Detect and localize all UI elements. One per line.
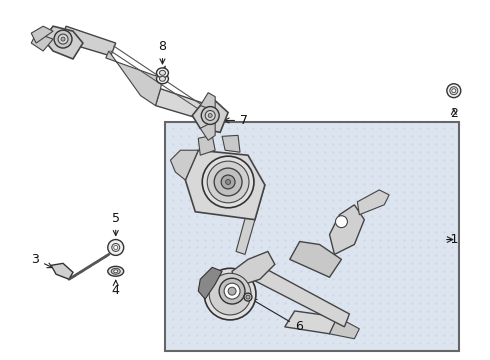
Polygon shape <box>106 51 166 105</box>
Ellipse shape <box>452 89 456 93</box>
Ellipse shape <box>244 293 252 301</box>
Polygon shape <box>185 150 265 220</box>
Polygon shape <box>198 267 222 299</box>
Polygon shape <box>290 242 342 277</box>
Ellipse shape <box>214 168 242 196</box>
Ellipse shape <box>221 175 235 189</box>
Ellipse shape <box>219 278 245 304</box>
Polygon shape <box>192 100 228 132</box>
Polygon shape <box>200 93 215 111</box>
Ellipse shape <box>336 216 347 228</box>
Polygon shape <box>155 89 210 121</box>
Ellipse shape <box>111 268 120 274</box>
Polygon shape <box>248 261 349 327</box>
Ellipse shape <box>228 287 236 295</box>
Ellipse shape <box>159 70 166 75</box>
Ellipse shape <box>112 243 120 251</box>
Text: 7: 7 <box>224 114 248 127</box>
Polygon shape <box>232 251 275 287</box>
Text: 2: 2 <box>450 108 458 121</box>
Polygon shape <box>198 135 215 155</box>
Polygon shape <box>200 121 215 140</box>
Ellipse shape <box>108 239 123 255</box>
Ellipse shape <box>209 273 251 315</box>
Ellipse shape <box>156 74 169 84</box>
Ellipse shape <box>201 107 219 125</box>
Ellipse shape <box>208 113 212 117</box>
Text: 5: 5 <box>112 212 120 235</box>
Polygon shape <box>357 190 389 215</box>
Ellipse shape <box>54 30 72 48</box>
Ellipse shape <box>108 266 123 276</box>
Ellipse shape <box>447 84 461 98</box>
Ellipse shape <box>202 156 254 208</box>
Bar <box>166 122 459 351</box>
Text: 4: 4 <box>112 280 120 297</box>
Ellipse shape <box>224 283 240 299</box>
Ellipse shape <box>225 180 231 184</box>
Polygon shape <box>171 150 198 180</box>
Polygon shape <box>236 182 265 255</box>
Polygon shape <box>31 26 53 43</box>
Polygon shape <box>43 26 83 59</box>
Polygon shape <box>51 264 73 279</box>
Text: 3: 3 <box>31 253 52 268</box>
Text: -1: -1 <box>447 233 459 246</box>
Polygon shape <box>222 135 240 152</box>
Ellipse shape <box>58 34 68 44</box>
Ellipse shape <box>204 268 256 320</box>
Polygon shape <box>61 26 116 56</box>
Polygon shape <box>285 311 338 334</box>
Ellipse shape <box>450 87 458 95</box>
Ellipse shape <box>114 270 118 273</box>
Ellipse shape <box>246 295 250 299</box>
Polygon shape <box>329 205 365 255</box>
Ellipse shape <box>114 246 118 249</box>
Polygon shape <box>31 33 53 51</box>
Ellipse shape <box>159 76 166 81</box>
Ellipse shape <box>205 111 215 121</box>
Ellipse shape <box>156 68 169 78</box>
Text: 6: 6 <box>251 299 303 333</box>
Ellipse shape <box>61 37 65 41</box>
Ellipse shape <box>207 161 249 203</box>
Text: 8: 8 <box>158 40 167 64</box>
Polygon shape <box>329 317 359 339</box>
